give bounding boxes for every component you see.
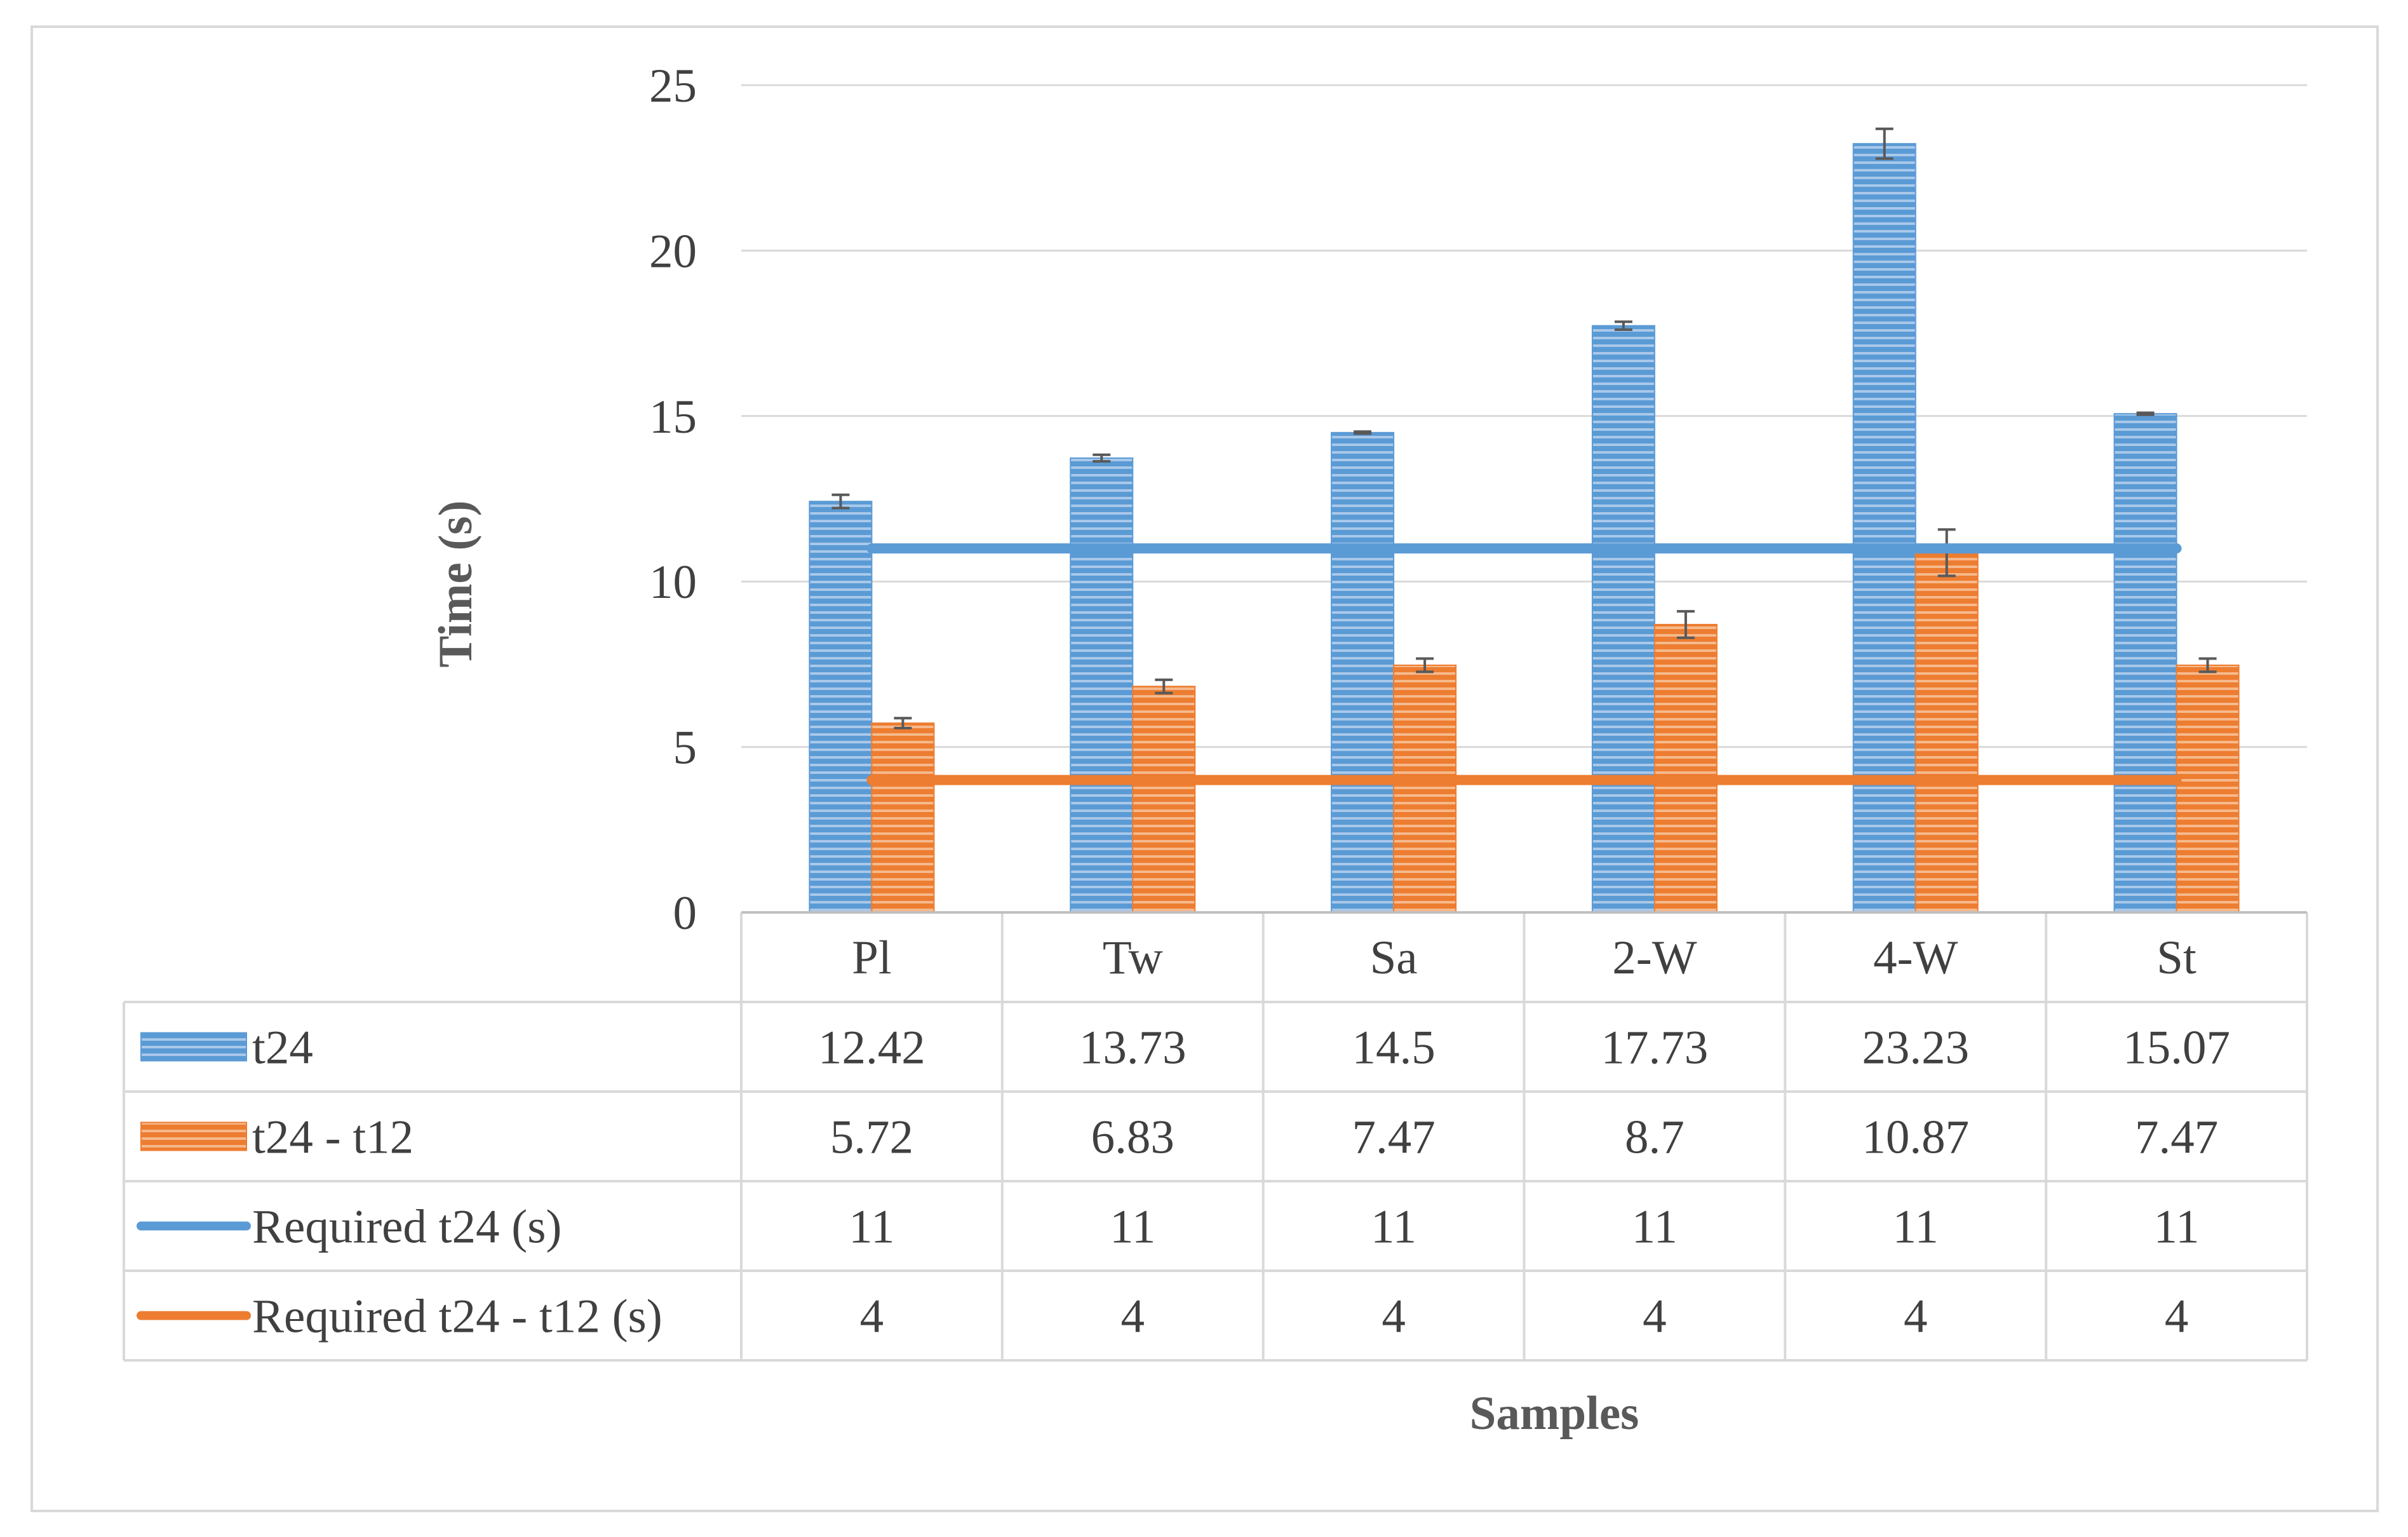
error-bar-t24-2-W <box>1614 320 1632 331</box>
y-tick-label-10: 10 <box>649 556 697 609</box>
table-cell-required-t24-t12-s-2-W: 4 <box>1643 1290 1667 1343</box>
table-cell-required-t24-s-Tw: 11 <box>1110 1201 1155 1254</box>
y-tick-label-0: 0 <box>673 887 697 940</box>
bar-t24-Pl <box>809 501 873 913</box>
error-bar-t24-Pl <box>831 493 850 510</box>
x-axis-title: Samples <box>1470 1387 1639 1440</box>
table-cell-required-t24-t12-s-4-W: 4 <box>1904 1290 1928 1343</box>
x-tick-label-St: St <box>2156 931 2196 984</box>
error-bar-t24-t12-St <box>2198 657 2217 674</box>
bar-t24-2-W <box>1591 325 1655 914</box>
table-cell-required-t24-t12-s-Tw: 4 <box>1121 1290 1145 1343</box>
x-tick-label-2-W: 2-W <box>1612 931 1697 984</box>
bar-t24-4-W <box>1852 143 1916 913</box>
y-tick-label-15: 15 <box>649 391 697 443</box>
x-tick-label-Sa: Sa <box>1370 931 1418 984</box>
table-cell-required-t24-s-4-W: 11 <box>1893 1201 1939 1254</box>
table-cell-required-t24-s-Pl: 11 <box>849 1201 894 1254</box>
table-cell-required-t24-s-Sa: 11 <box>1371 1201 1416 1254</box>
table-cell-t24-4-W: 23.23 <box>1862 1022 1969 1074</box>
bar-t24-t12-2-W <box>1653 623 1718 913</box>
legend-label-t24-t12: t24 - t12 <box>252 1111 414 1164</box>
y-tick-label-20: 20 <box>649 225 697 278</box>
bar-t24-Tw <box>1070 457 1134 913</box>
error-bar-t24-Tw <box>1093 453 1111 463</box>
table-cell-required-t24-t12-s-St: 4 <box>2165 1290 2189 1343</box>
chart: 0 5 10 15 20 25 Pl Tw Sa 2-W 4-W St t24 12.42 13.73 14… <box>123 60 2308 1440</box>
error-bar-t24-t12-Sa <box>1416 657 1434 674</box>
table-cell-t24-Sa: 14.5 <box>1352 1022 1435 1074</box>
table-cell-t24-t12-4-W: 10.87 <box>1862 1111 1969 1164</box>
table-cell-required-t24-s-2-W: 11 <box>1632 1201 1678 1254</box>
legend-label-t24: t24 <box>252 1022 313 1074</box>
table-cell-required-t24-t12-s-Pl: 4 <box>860 1290 884 1343</box>
error-bar-t24-4-W <box>1875 127 1893 160</box>
table-cell-t24-t12-Tw: 6.83 <box>1091 1111 1174 1164</box>
y-tick-label-25: 25 <box>649 60 697 112</box>
error-bar-t24-t12-2-W <box>1676 610 1695 639</box>
legend-key-t24-t12 <box>140 1121 247 1151</box>
y-axis-title: Time (s) <box>429 500 482 667</box>
table-cell-t24-Tw: 13.73 <box>1079 1022 1187 1074</box>
legend-label-required-t24-t12-s: Required t24 - t12 (s) <box>252 1290 663 1343</box>
legend-key-t24 <box>140 1032 247 1062</box>
bar-t24-Sa <box>1331 431 1395 913</box>
error-bar-t24-t12-Pl <box>894 717 912 729</box>
bar-t24-St <box>2113 413 2177 913</box>
bar-t24-t12-Tw <box>1132 686 1196 913</box>
table-cell-t24-t12-Sa: 7.47 <box>1352 1111 1435 1164</box>
error-bar-t24-Sa <box>1354 430 1372 435</box>
bar-t24-t12-St <box>2176 664 2240 913</box>
table-cell-t24-St: 15.07 <box>2123 1022 2230 1074</box>
chart-frame: 0 5 10 15 20 25 Pl Tw Sa 2-W 4-W St t24 12.42 13.73 14… <box>30 25 2379 1512</box>
x-tick-label-Tw: Tw <box>1103 931 1163 984</box>
table-cell-t24-t12-St: 7.47 <box>2135 1111 2218 1164</box>
bar-t24-t12-Sa <box>1393 664 1457 913</box>
table-cell-t24-t12-2-W: 8.7 <box>1625 1111 1685 1164</box>
table-cell-t24-2-W: 17.73 <box>1601 1022 1709 1074</box>
error-bar-t24-t12-Tw <box>1155 678 1173 694</box>
x-tick-label-Pl: Pl <box>852 931 892 984</box>
table-cell-t24-t12-Pl: 5.72 <box>830 1111 913 1164</box>
table-cell-required-t24-s-St: 11 <box>2153 1201 2199 1254</box>
y-tick-label-5: 5 <box>673 722 697 775</box>
table-cell-required-t24-t12-s-Sa: 4 <box>1382 1290 1406 1343</box>
error-bar-t24-St <box>2136 411 2155 416</box>
x-tick-label-4-W: 4-W <box>1873 931 1958 984</box>
table-cell-t24-Pl: 12.42 <box>818 1022 925 1074</box>
bar-t24-t12-4-W <box>1914 552 1979 913</box>
legend-label-required-t24-s: Required t24 (s) <box>252 1201 562 1254</box>
bar-t24-t12-Pl <box>871 722 935 914</box>
